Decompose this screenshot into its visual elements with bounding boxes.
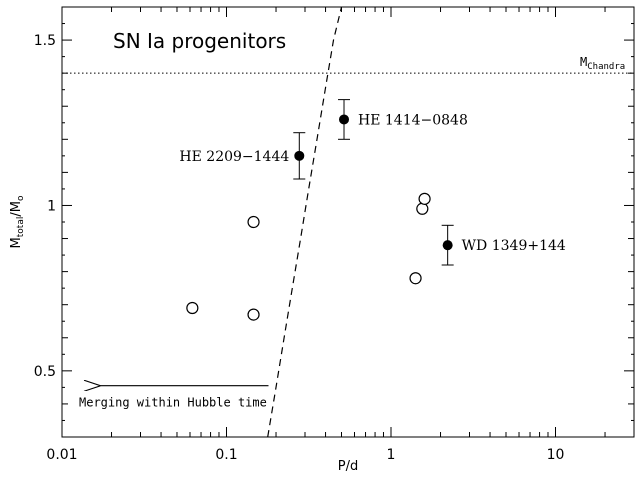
y-label-slash: /M — [9, 201, 24, 217]
x-tick-label: 10 — [547, 447, 565, 463]
filled-point — [442, 240, 453, 251]
x-axis-label: P/d — [338, 459, 358, 474]
filled-point — [339, 114, 350, 125]
open-point — [409, 272, 422, 285]
chandra-limit-label: MChandra — [580, 55, 625, 72]
chart-title: SN Ia progenitors — [113, 29, 286, 53]
x-tick-label: 1 — [387, 447, 396, 463]
filled-point — [294, 150, 305, 161]
open-point — [186, 301, 199, 315]
y-tick-label: 0.5 — [34, 364, 56, 380]
open-point — [416, 202, 429, 215]
open-point — [418, 192, 431, 205]
y-tick-label: 1.5 — [34, 33, 56, 49]
grid-layer — [61, 6, 635, 438]
open-point — [247, 215, 260, 229]
point-label: HE 2209−1444 — [179, 149, 289, 165]
merging-arrow-label: Merging within Hubble time — [79, 396, 267, 410]
open-point — [247, 308, 260, 321]
chandra-label-main: M — [580, 55, 587, 69]
filled-points-group: HE 2209−1444 HE 1414−0848 WD 1349+144 — [179, 99, 566, 266]
merging-curve — [267, 6, 343, 438]
y-tick-label: 1 — [47, 198, 56, 214]
y-label-sub2: o — [16, 195, 26, 201]
x-tick-label: 0.1 — [215, 447, 237, 463]
y-axis-label: Mtotal/Mo — [9, 195, 26, 248]
point-label: WD 1349+144 — [462, 238, 566, 254]
plot-frame — [61, 6, 635, 438]
open-points-group — [186, 192, 431, 321]
y-label-sub1: total — [16, 217, 26, 238]
y-label-main: M — [9, 237, 24, 248]
point-label: HE 1414−0848 — [358, 112, 468, 128]
x-tick-label: 0.01 — [46, 447, 77, 463]
chandra-label-sub: Chandra — [587, 62, 625, 72]
